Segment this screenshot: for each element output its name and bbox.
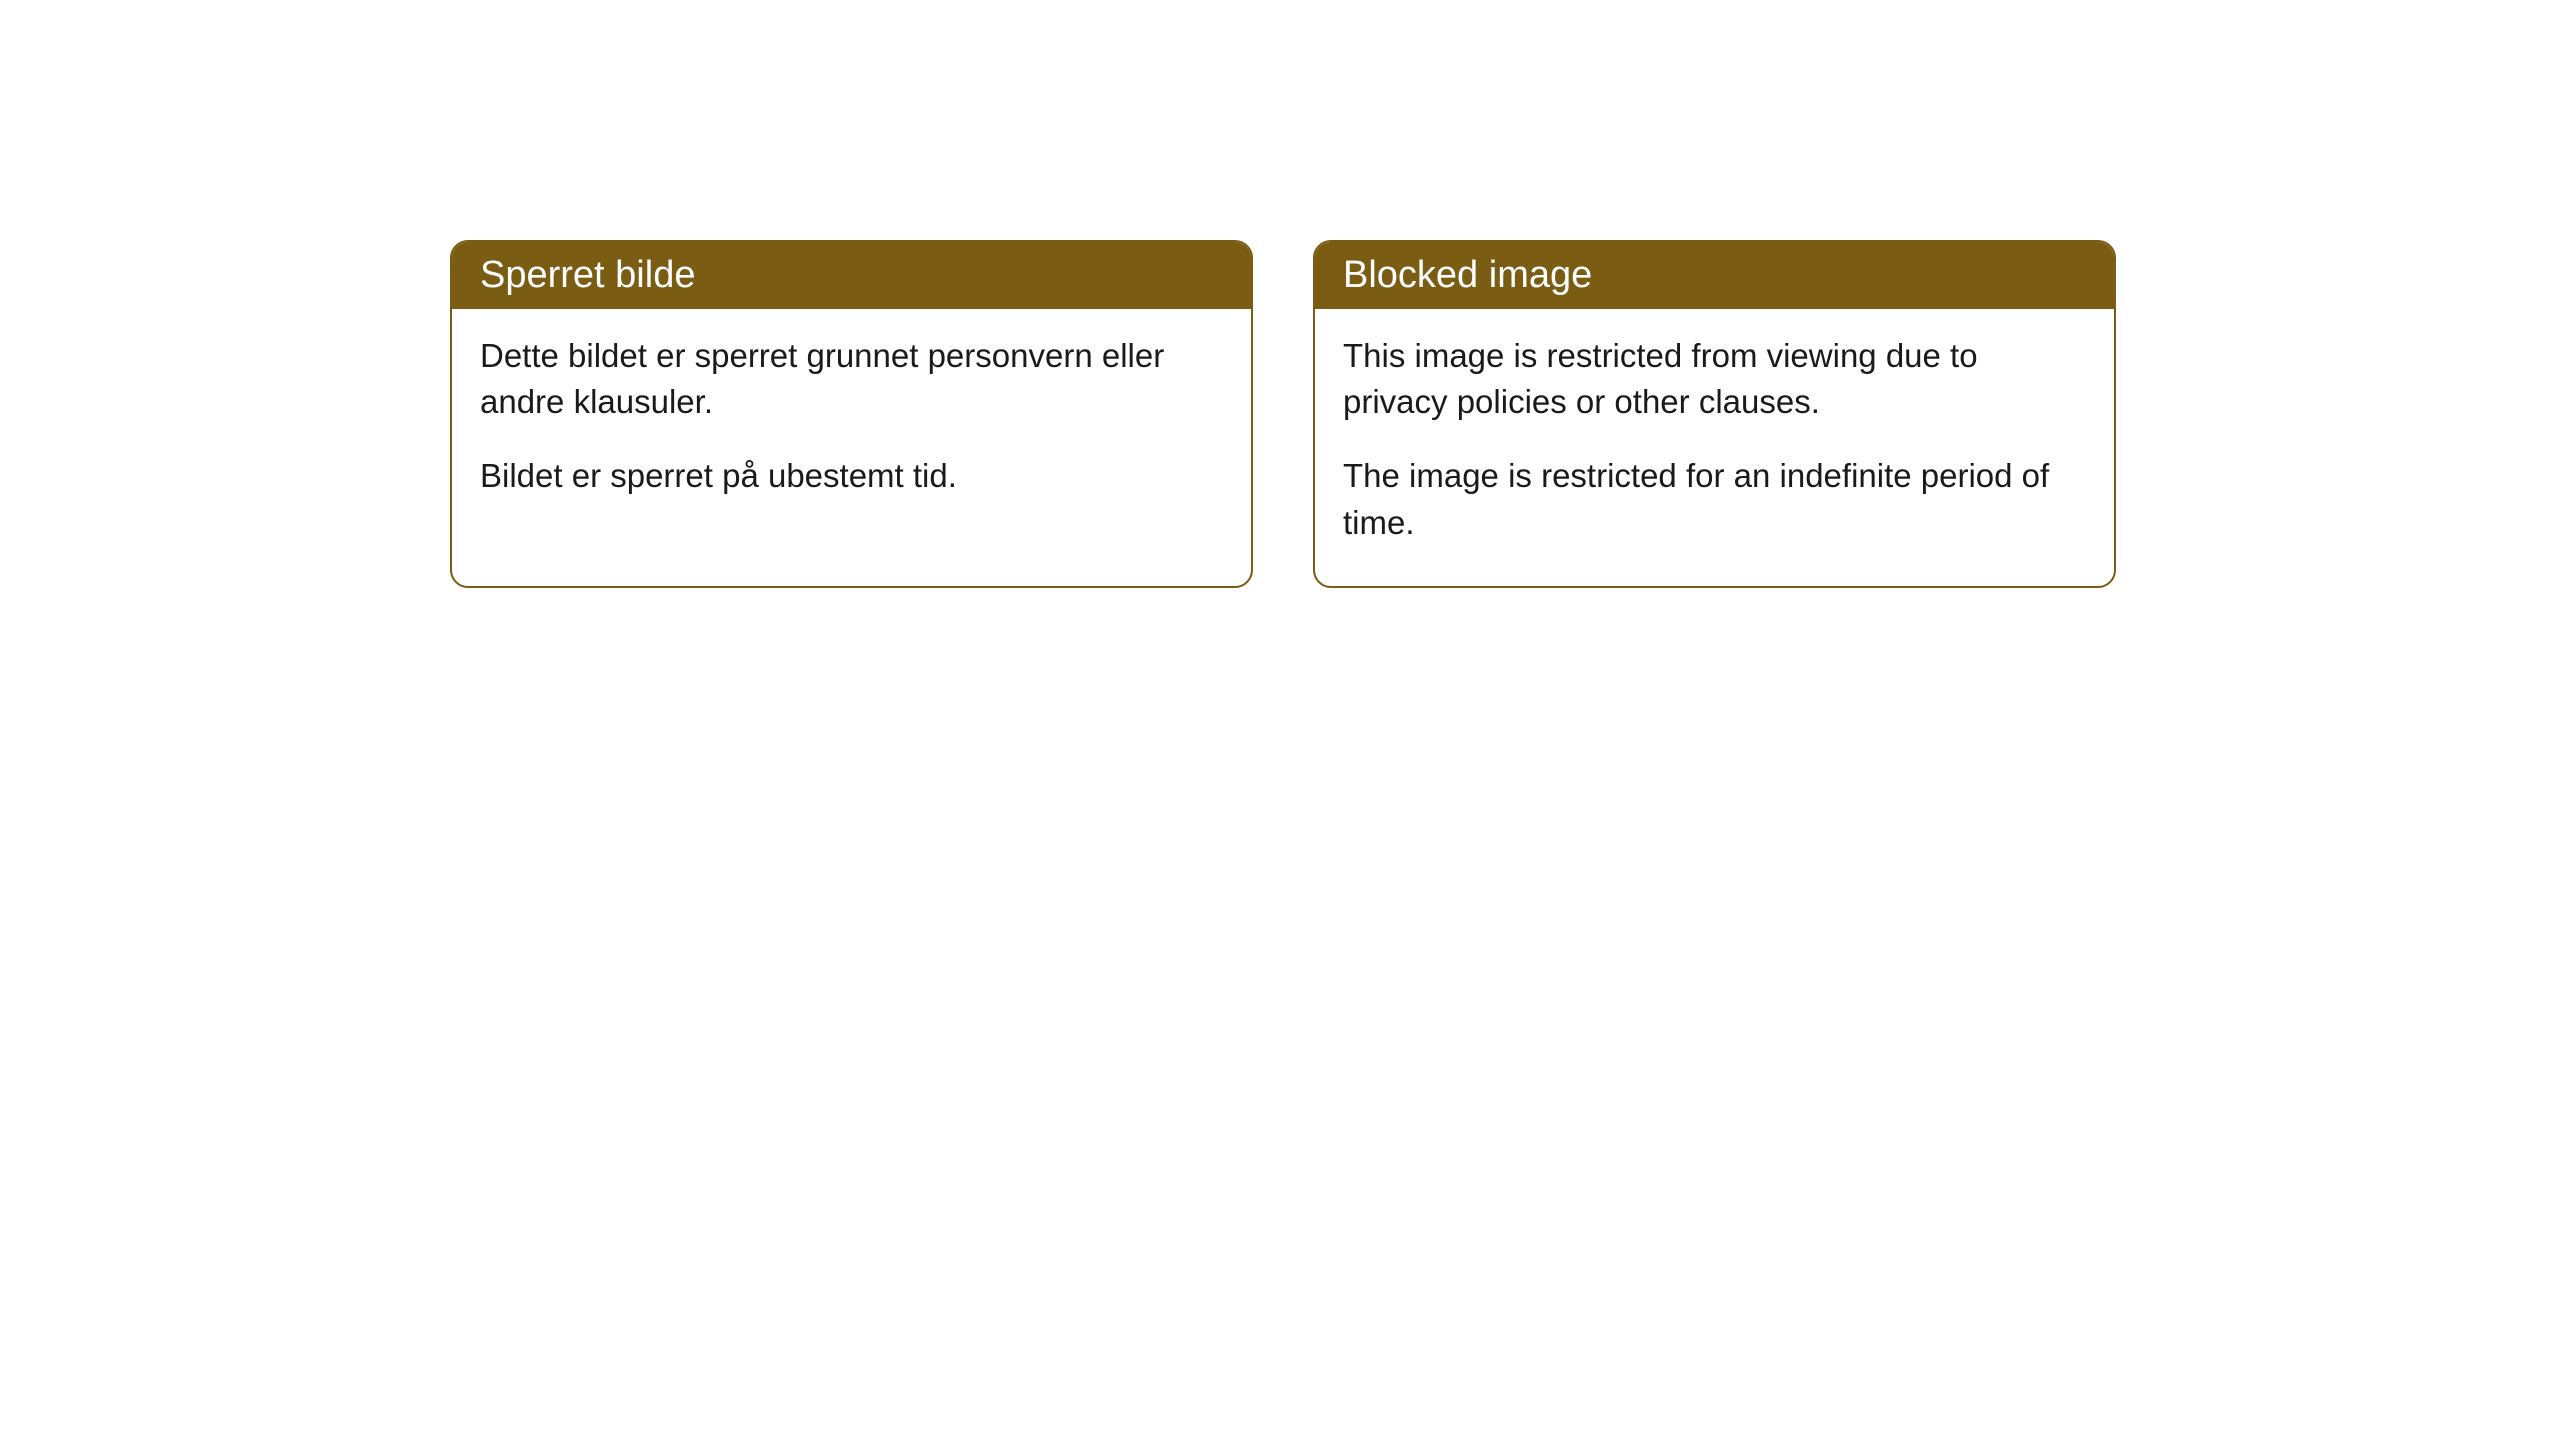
card-norwegian: Sperret bilde Dette bildet er sperret gr… (450, 240, 1253, 588)
card-paragraph: The image is restricted for an indefinit… (1343, 453, 2086, 545)
cards-container: Sperret bilde Dette bildet er sperret gr… (450, 240, 2560, 588)
card-paragraph: Bildet er sperret på ubestemt tid. (480, 453, 1223, 499)
card-paragraph: Dette bildet er sperret grunnet personve… (480, 333, 1223, 425)
card-body-norwegian: Dette bildet er sperret grunnet personve… (452, 309, 1251, 540)
card-header-english: Blocked image (1315, 242, 2114, 309)
card-body-english: This image is restricted from viewing du… (1315, 309, 2114, 586)
card-paragraph: This image is restricted from viewing du… (1343, 333, 2086, 425)
card-header-norwegian: Sperret bilde (452, 242, 1251, 309)
card-title: Blocked image (1343, 254, 1592, 296)
card-title: Sperret bilde (480, 254, 695, 296)
card-english: Blocked image This image is restricted f… (1313, 240, 2116, 588)
